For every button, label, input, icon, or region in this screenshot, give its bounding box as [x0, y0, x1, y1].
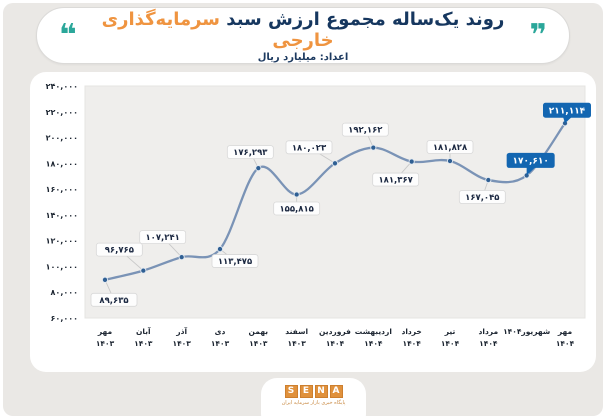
chart-card: ۶۰,۰۰۰ ۸۰,۰۰۰ ۱۰۰,۰۰۰ ۱۲۰,۰۰۰ ۱۴۰,۰۰۰ ۱۶۰,۰۰۰… — [30, 72, 596, 372]
data-labels: ۸۹,۶۳۵ ۹۶,۷۶۵ ۱۰۷,۲۴۱ ۱۱۳,۴۷۵ ۱۷۶,۲۹۳ ۱۵۵,۸۱۵… — [90, 102, 591, 307]
x-tick-year: ۱۴۰۳ — [134, 339, 153, 348]
value-label — [90, 292, 138, 307]
x-tick-month: آذر — [175, 326, 187, 336]
data-points — [101, 120, 569, 283]
title-banner: ❝ روند یک‌ساله مجموع ارزش سبد سرمایه‌گذا… — [36, 7, 570, 64]
y-tick-label: ۱۲۰,۰۰۰ — [46, 237, 78, 246]
data-point — [140, 267, 147, 274]
x-tick-year: ۱۴۰۴ — [479, 339, 498, 348]
value-text: ۱۶۷,۰۴۵ — [465, 193, 499, 203]
highlighted-value-label — [506, 152, 555, 168]
x-tick-month: اردیبهشت — [355, 327, 392, 336]
x-tick-month: مهر — [97, 327, 113, 336]
data-point — [331, 160, 339, 167]
data-point — [216, 246, 224, 253]
value-text: ۱۷۶,۲۹۳ — [233, 148, 268, 158]
sena-logo-letter: A — [329, 385, 343, 398]
x-tick-year: ۱۴۰۳ — [173, 339, 192, 348]
close-quote-icon: ❞ — [529, 17, 547, 53]
y-tick-label: ۱۰۰,۰۰۰ — [46, 262, 78, 271]
x-tick-year: ۱۴۰۴ — [326, 339, 345, 348]
x-tick-year: ۱۴۰۳ — [288, 339, 307, 348]
callout-pointer — [526, 166, 536, 176]
value-label — [211, 254, 259, 268]
highlighted-value-text: ۲۱۱,۱۱۴ — [549, 106, 586, 116]
value-text: ۱۸۰,۰۲۳ — [292, 143, 327, 153]
value-text: ۱۱۳,۴۷۵ — [218, 257, 252, 267]
value-label — [458, 190, 506, 204]
value-text: ۸۹,۶۳۵ — [99, 296, 128, 306]
open-quote-icon: ❝ — [59, 17, 77, 53]
x-tick-month: بهمن — [249, 327, 269, 336]
y-tick-label: ۲۲۰,۰۰۰ — [46, 108, 78, 117]
x-tick-month: فروردین — [319, 327, 351, 336]
y-tick-label: ۸۰,۰۰۰ — [51, 288, 78, 297]
x-tick-month: مرداد — [479, 327, 499, 336]
y-tick-label: ۲۴۰,۰۰۰ — [46, 82, 78, 91]
x-tick-year: ۱۴۰۴ — [403, 339, 422, 348]
value-text: ۱۹۲,۱۶۲ — [348, 126, 383, 136]
y-tick-label: ۱۴۰,۰۰۰ — [46, 211, 78, 220]
x-tick-month: دی — [215, 327, 226, 336]
data-point — [485, 176, 492, 184]
x-tick-month: خرداد — [401, 327, 421, 336]
value-text: ۱۵۵,۸۱۵ — [279, 205, 313, 215]
highlighted-value-text: ۱۷۰,۶۱۰ — [512, 157, 548, 167]
value-label — [139, 230, 187, 245]
sena-logo-caption: پایگاه خبری بازار سرمایه ایران — [281, 400, 346, 406]
x-tick-month: آبان — [136, 326, 151, 336]
x-tick-year: ۱۴۰۳ — [96, 339, 115, 348]
value-text: ۱۸۱,۳۶۷ — [378, 176, 413, 186]
value-label — [226, 145, 274, 160]
value-label — [341, 122, 389, 137]
x-tick-month: اسفند — [285, 327, 308, 336]
y-tick-label: ۱۸۰,۰۰۰ — [46, 159, 78, 168]
sena-logo: S E N A — [284, 385, 343, 398]
highlighted-value-label — [543, 102, 591, 118]
x-tick-year: ۱۴۰۳ — [249, 339, 268, 348]
value-text: ۱۸۱,۸۲۸ — [433, 143, 468, 153]
data-point — [178, 254, 185, 261]
sena-logo-letter: E — [299, 385, 313, 398]
data-point — [293, 191, 300, 198]
x-tick-month: شهریور۱۴۰۴ — [503, 327, 550, 336]
data-point — [446, 157, 454, 165]
title-block: روند یک‌ساله مجموع ارزش سبد سرمایه‌گذاری… — [77, 9, 530, 63]
x-tick-month: مهر — [557, 327, 573, 336]
trend-chart: ۶۰,۰۰۰ ۸۰,۰۰۰ ۱۰۰,۰۰۰ ۱۲۰,۰۰۰ ۱۴۰,۰۰۰ ۱۶۰,۰۰۰… — [46, 82, 591, 348]
data-point — [101, 276, 109, 283]
data-point — [255, 165, 262, 172]
data-point — [408, 158, 415, 165]
value-text: ۹۶,۷۶۵ — [105, 246, 134, 256]
title-main-text: روند یک‌ساله مجموع ارزش سبد — [226, 8, 505, 30]
x-tick-year: ۱۴۰۴ — [556, 339, 575, 348]
sena-logo-letter: N — [314, 385, 328, 398]
sena-logo-letter: S — [284, 385, 298, 398]
y-tick-label: ۱۶۰,۰۰۰ — [46, 185, 78, 194]
footer-logo-tab: S E N A پایگاه خبری بازار سرمایه ایران — [261, 378, 366, 419]
value-label — [285, 140, 333, 155]
y-tick-label: ۲۰۰,۰۰۰ — [46, 134, 78, 143]
x-tick-month: تیر — [444, 327, 456, 336]
value-label — [95, 242, 143, 257]
callout-pointer — [563, 116, 572, 124]
title-accent-text: سرمایه‌گذاری خارجی — [101, 8, 334, 51]
chart-plot-area — [84, 85, 586, 319]
x-axis-labels: مهر ۱۴۰۳ آبان ۱۴۰۳ آذر ۱۴۰۳ دی ۱۴۰۳ بهمن ۱۴۰۳ اسفن… — [96, 326, 575, 348]
page-title: روند یک‌ساله مجموع ارزش سبد سرمایه‌گذاری… — [77, 9, 530, 51]
x-tick-year: ۱۴۰۳ — [211, 339, 230, 348]
data-point — [370, 144, 377, 151]
y-tick-label: ۶۰,۰۰۰ — [51, 314, 78, 323]
value-label — [426, 140, 474, 154]
x-tick-year: ۱۴۰۴ — [441, 339, 460, 348]
x-tick-year: ۱۴۰۴ — [364, 339, 383, 348]
value-label — [273, 201, 321, 216]
value-text: ۱۰۷,۲۴۱ — [145, 233, 179, 243]
value-label — [372, 172, 420, 187]
y-axis-labels: ۶۰,۰۰۰ ۸۰,۰۰۰ ۱۰۰,۰۰۰ ۱۲۰,۰۰۰ ۱۴۰,۰۰۰ ۱۶۰,۰۰۰… — [46, 82, 78, 323]
chart-unit-subtitle: اعداد: میلیارد ریال — [257, 51, 349, 63]
